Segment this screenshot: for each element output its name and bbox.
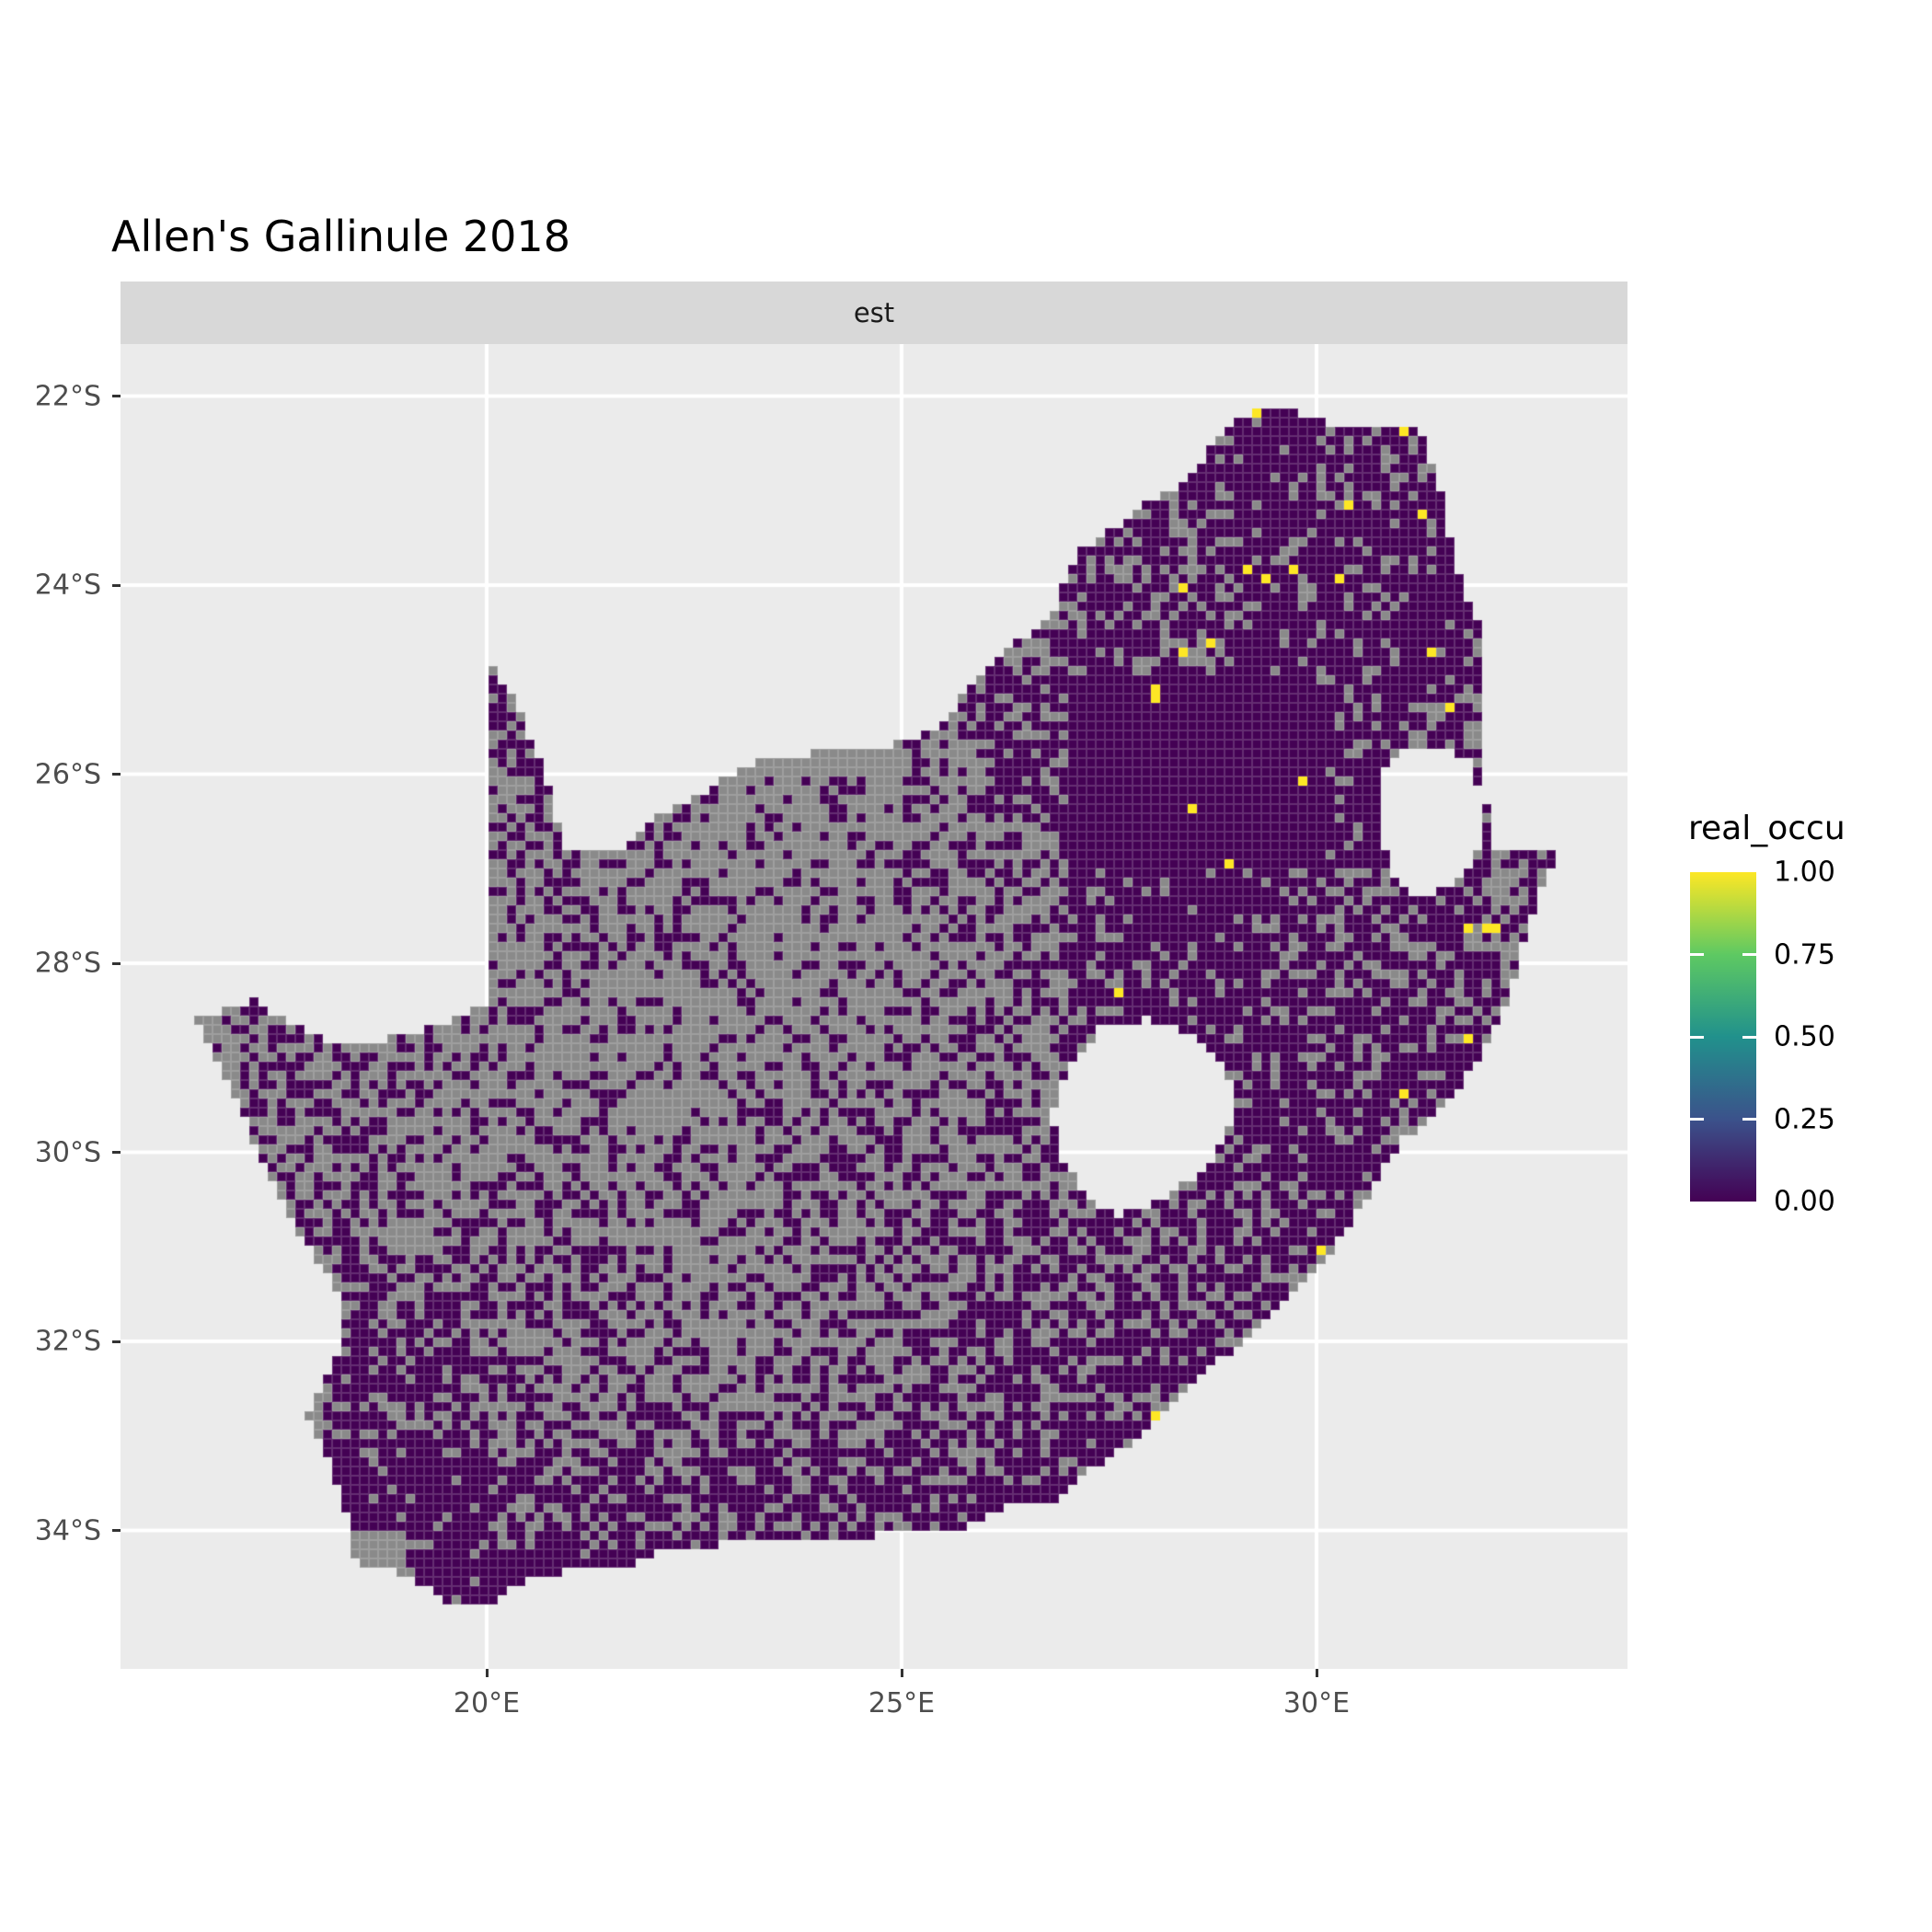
y-tick-mark (112, 1529, 121, 1532)
y-tick-mark (112, 1340, 121, 1343)
facet-strip-label: est (853, 297, 895, 328)
x-tick-label: 20°E (453, 1687, 521, 1719)
x-tick-mark (900, 1669, 903, 1677)
plot-title: Allen's Gallinule 2018 (111, 212, 570, 261)
legend-tick-mark (1742, 953, 1756, 956)
y-tick-label: 30°S (34, 1136, 101, 1168)
legend-tick-mark (1690, 953, 1704, 956)
y-tick-mark (112, 583, 121, 587)
legend-label: 0.50 (1774, 1020, 1835, 1053)
legend-label: 1.00 (1774, 856, 1835, 889)
legend-label: 0.25 (1774, 1103, 1835, 1135)
y-tick-label: 34°S (34, 1514, 101, 1547)
y-tick-mark (112, 961, 121, 965)
y-tick-label: 26°S (34, 758, 101, 790)
y-tick-mark (112, 773, 121, 776)
facet-strip: est (121, 282, 1627, 344)
y-tick-mark (112, 395, 121, 397)
map-raster (121, 344, 1627, 1669)
y-tick-label: 22°S (34, 380, 101, 412)
x-tick-label: 30°E (1282, 1687, 1351, 1719)
legend-tick-mark (1742, 1035, 1756, 1039)
legend-title: real_occu (1688, 810, 1846, 847)
y-tick-mark (112, 1151, 121, 1154)
x-tick-label: 25°E (868, 1687, 936, 1719)
y-tick-label: 24°S (34, 569, 101, 602)
x-tick-mark (1315, 1669, 1318, 1677)
legend-label: 0.75 (1774, 938, 1835, 971)
legend-tick-mark (1742, 1118, 1756, 1121)
legend-tick-mark (1690, 1118, 1704, 1121)
x-tick-mark (485, 1669, 489, 1677)
legend-label: 0.00 (1774, 1185, 1835, 1218)
plot-panel (121, 344, 1627, 1669)
legend-tick-mark (1690, 1035, 1704, 1039)
y-tick-label: 32°S (34, 1325, 101, 1358)
y-tick-label: 28°S (34, 947, 101, 980)
